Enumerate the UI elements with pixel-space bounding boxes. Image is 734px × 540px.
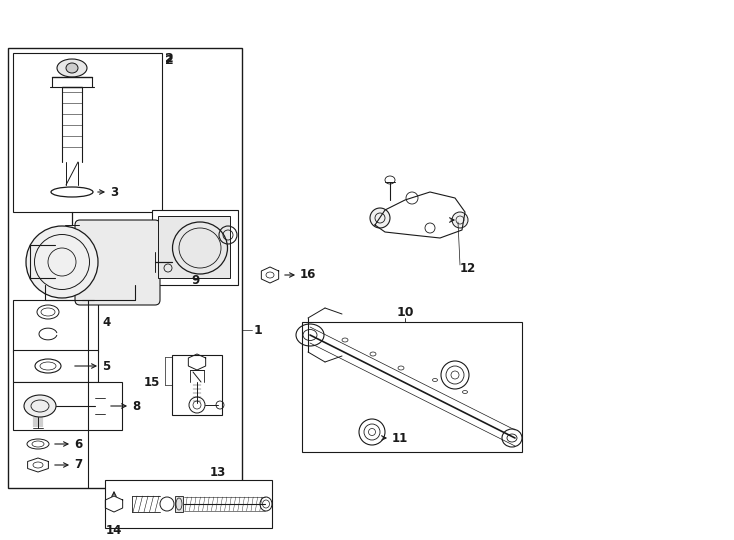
Text: 15: 15 [144, 375, 160, 388]
Text: 14: 14 [106, 523, 122, 537]
Text: 11: 11 [392, 431, 408, 444]
Text: 9: 9 [191, 273, 199, 287]
Bar [152, 210, 238, 285]
Text: 12: 12 [460, 261, 476, 274]
Bar [175, 496, 183, 512]
Text: 13: 13 [210, 465, 226, 478]
Bar [158, 216, 230, 278]
Bar [8, 48, 242, 488]
Bar [172, 355, 222, 415]
Text: 3: 3 [110, 186, 118, 199]
Bar [13, 382, 122, 430]
Ellipse shape [57, 59, 87, 77]
Text: 7: 7 [74, 458, 82, 471]
Ellipse shape [452, 212, 468, 228]
Text: 10: 10 [396, 306, 414, 319]
Text: 6: 6 [74, 437, 82, 450]
Text: 5: 5 [102, 360, 110, 373]
FancyBboxPatch shape [75, 220, 160, 305]
Bar [13, 53, 162, 212]
Text: 16: 16 [300, 268, 316, 281]
Text: 2: 2 [165, 53, 174, 66]
Bar [13, 300, 98, 352]
Ellipse shape [66, 63, 78, 73]
Text: 2: 2 [165, 51, 174, 64]
Ellipse shape [24, 395, 56, 417]
Ellipse shape [26, 226, 98, 298]
Text: 8: 8 [132, 400, 140, 413]
Ellipse shape [370, 208, 390, 228]
Bar [105, 480, 272, 528]
Bar [13, 350, 98, 382]
Text: 1: 1 [254, 323, 263, 336]
Bar [302, 322, 522, 452]
Text: 4: 4 [102, 315, 110, 328]
